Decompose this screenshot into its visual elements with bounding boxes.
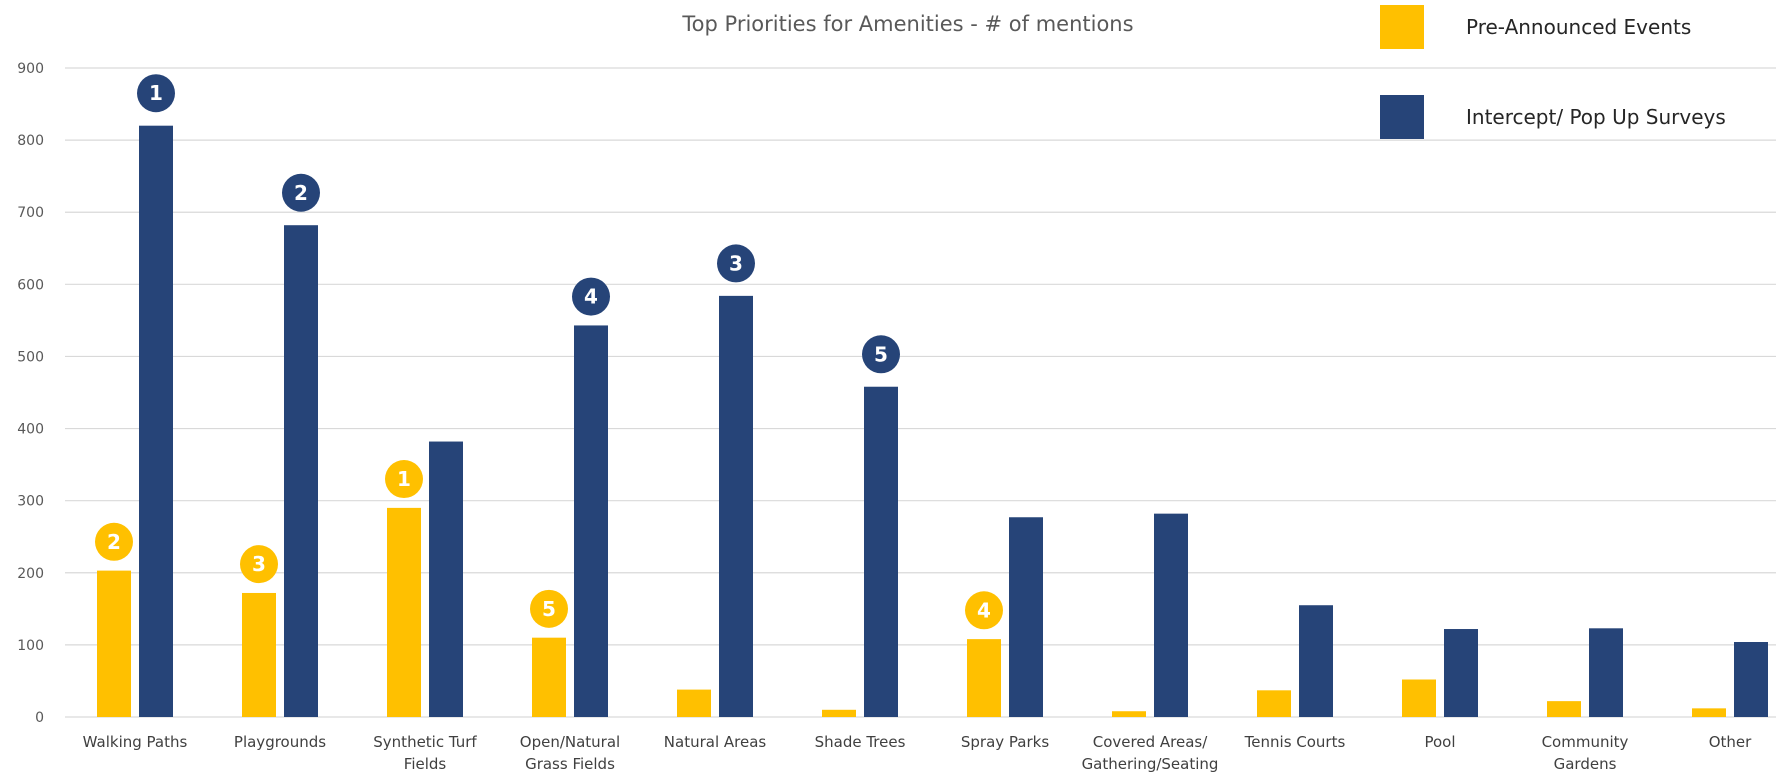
rank-badge-label: 1 (397, 467, 411, 491)
bar-intercept-pop-up-surveys (429, 441, 463, 717)
rank-badge-label: 5 (874, 342, 888, 366)
legend-swatch (1380, 95, 1424, 139)
rank-badge: 1 (385, 460, 423, 499)
rank-badge: 2 (282, 173, 320, 212)
x-category-label: Synthetic Turf (373, 733, 477, 751)
y-tick-label: 900 (17, 61, 44, 77)
rank-badge-label: 4 (977, 598, 991, 622)
bar-intercept-pop-up-surveys (719, 295, 753, 717)
bar-intercept-pop-up-surveys (1009, 517, 1043, 717)
bar-pre-announced-events (242, 592, 276, 717)
bar-intercept-pop-up-surveys (1444, 629, 1478, 717)
rank-badge-circle (530, 589, 568, 628)
bar-intercept-pop-up-surveys (139, 125, 173, 717)
rank-badge: 4 (572, 277, 610, 316)
bar-pre-announced-events (967, 639, 1001, 717)
rank-badge: 4 (965, 591, 1003, 630)
x-category-label: Community (1542, 733, 1629, 751)
bar-pre-announced-events (1402, 679, 1436, 717)
x-category-label: Other (1709, 733, 1752, 751)
bar-intercept-pop-up-surveys (1589, 628, 1623, 717)
bar-pre-announced-events (822, 709, 856, 717)
y-tick-label: 600 (17, 277, 44, 293)
x-category-label: Grass Fields (525, 755, 615, 773)
rank-badge-label: 1 (149, 81, 163, 105)
x-category-label: Open/Natural (520, 733, 620, 751)
rank-badge: 3 (240, 545, 278, 584)
y-tick-label: 700 (17, 205, 44, 221)
legend-label: Intercept/ Pop Up Surveys (1466, 105, 1726, 129)
rank-badge-circle (282, 173, 320, 212)
bar-pre-announced-events (1257, 690, 1291, 717)
gridlines (65, 67, 1776, 718)
rank-badge-circle (572, 277, 610, 316)
rank-badge-circle (717, 244, 755, 283)
x-category-label: Gathering/Seating (1082, 755, 1219, 773)
rank-badge: 5 (530, 589, 568, 628)
y-tick-label: 400 (17, 422, 44, 438)
y-tick-label: 100 (17, 638, 44, 654)
legend-label: Pre-Announced Events (1466, 15, 1691, 39)
bar-pre-announced-events (532, 637, 566, 717)
x-category-label: Walking Paths (83, 733, 188, 751)
rank-badges: 2 3 1 5 4 1 2 5 3 4 (95, 74, 1003, 630)
rank-badge-label: 2 (294, 181, 308, 205)
y-tick-label: 200 (17, 566, 44, 582)
legend-swatch (1380, 5, 1424, 49)
rank-badge-label: 5 (542, 597, 556, 621)
x-category-label: Tennis Courts (1244, 733, 1346, 751)
rank-badge: 3 (717, 244, 755, 283)
y-tick-label: 0 (35, 710, 44, 726)
rank-badge-label: 3 (252, 552, 266, 576)
bars (97, 125, 1768, 718)
x-category-label: Shade Trees (815, 733, 906, 751)
y-axis-tick-labels: 0 100 200 300 400 500 600 700 800 900 (17, 61, 44, 726)
bar-intercept-pop-up-surveys (864, 386, 898, 717)
x-category-label: Natural Areas (664, 733, 767, 751)
chart-title: Top Priorities for Amenities - # of ment… (681, 12, 1133, 36)
bar-intercept-pop-up-surveys (284, 225, 318, 718)
bar-pre-announced-events (97, 570, 131, 717)
legend: Pre-Announced Events Intercept/ Pop Up Su… (1380, 5, 1726, 139)
rank-badge-circle (965, 591, 1003, 630)
y-tick-label: 800 (17, 133, 44, 149)
x-category-label: Gardens (1554, 755, 1617, 773)
rank-badge-circle (95, 522, 133, 561)
rank-badge: 2 (95, 522, 133, 561)
y-tick-label: 500 (17, 349, 44, 365)
rank-badge-circle (385, 460, 423, 499)
bar-intercept-pop-up-surveys (574, 325, 608, 717)
bar-intercept-pop-up-surveys (1154, 513, 1188, 717)
x-category-label: Spray Parks (961, 733, 1049, 751)
x-category-label: Playgrounds (234, 733, 326, 751)
bar-pre-announced-events (1692, 708, 1726, 717)
rank-badge-label: 2 (107, 530, 121, 554)
bar-intercept-pop-up-surveys (1734, 642, 1768, 717)
rank-badge-circle (137, 74, 175, 113)
bar-pre-announced-events (1112, 711, 1146, 717)
y-tick-label: 300 (17, 494, 44, 510)
bar-pre-announced-events (387, 507, 421, 717)
bar-intercept-pop-up-surveys (1299, 605, 1333, 717)
bar-pre-announced-events (677, 689, 711, 717)
x-category-label: Pool (1424, 733, 1455, 751)
rank-badge-label: 3 (729, 251, 743, 275)
x-category-label: Covered Areas/ (1093, 733, 1208, 751)
rank-badge-label: 4 (584, 285, 598, 309)
rank-badge-circle (862, 335, 900, 374)
rank-badge-circle (240, 545, 278, 584)
rank-badge: 1 (137, 74, 175, 113)
x-axis-category-labels: Walking Paths Playgrounds Synthetic Turf Fi… (83, 733, 1752, 773)
rank-badge: 5 (862, 335, 900, 374)
x-category-label: Fields (404, 755, 447, 773)
bar-pre-announced-events (1547, 701, 1581, 717)
